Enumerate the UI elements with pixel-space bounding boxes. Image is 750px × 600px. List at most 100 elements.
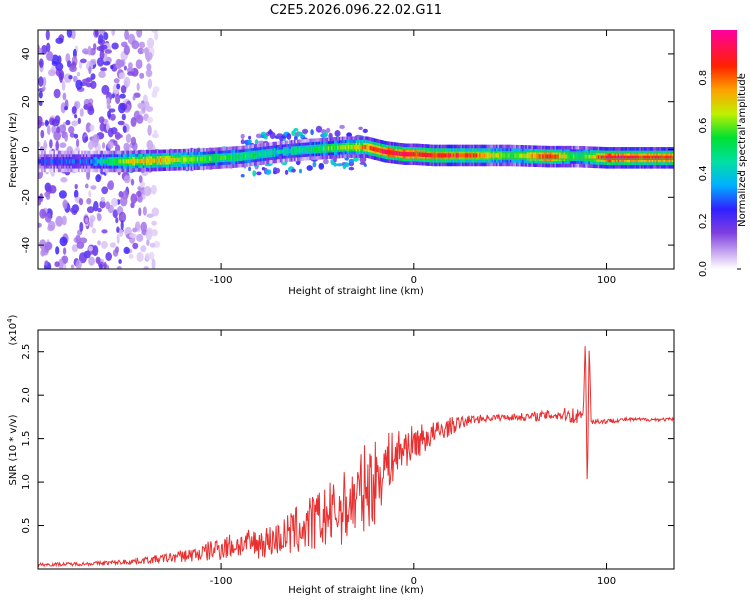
spectrogram-noise-blob: [118, 259, 122, 264]
spectrogram-noise-blob: [145, 229, 153, 241]
spectrogram-ridge-cell: [98, 159, 101, 164]
spectrogram-ridge-cell: [162, 158, 166, 163]
spectrogram-ridge-cell: [611, 155, 614, 160]
spectrogram-ridge-cell: [280, 149, 283, 154]
snr-frame: [37, 329, 675, 570]
spectrogram-halo-blob: [363, 163, 367, 167]
spectrogram-noise-blob: [135, 59, 143, 69]
spectrogram-ridge-cell: [68, 159, 71, 164]
spectrogram-ridge-cell: [170, 157, 173, 163]
spectrogram-ridge-cell: [603, 155, 606, 160]
spectrogram-noise-blob: [154, 31, 159, 41]
spectrogram-noise-blob: [78, 252, 87, 264]
spectrogram-noise-blob: [54, 115, 61, 124]
spectrogram-ridge-cell: [423, 152, 426, 157]
spectrogram-ridge-cell: [409, 152, 412, 157]
spectrogram-noise-blob: [97, 39, 106, 45]
spectrogram-noise-blob: [97, 207, 102, 213]
spectrogram-ridge-cell: [628, 155, 631, 160]
spectrogram-ridge-cell: [623, 155, 627, 160]
spectrogram-ridge-cell: [136, 158, 139, 164]
spectrogram-ridge-cell: [327, 146, 331, 151]
spectrogram-ridge-cell: [303, 147, 306, 152]
spectrogram-ridge-cell: [380, 148, 383, 153]
spectrogram-ridge-cell: [70, 159, 73, 164]
spectrogram-halo-blob: [312, 161, 317, 168]
spectrogram-ridge-cell: [204, 156, 207, 161]
spectrogram-ridge-cell: [236, 154, 240, 159]
spectrogram-ridge-cell: [403, 152, 406, 157]
spectrogram-noise-blob: [44, 241, 53, 251]
spectrogram-ridge-cell: [196, 157, 199, 162]
spectrogram-noise-blob: [132, 227, 138, 233]
spectrogram-ridge-cell: [366, 145, 369, 150]
spectrogram-ridge-cell: [150, 158, 153, 163]
spectrogram-ridge-cell: [75, 159, 78, 164]
spectrogram-ridge-cell: [395, 151, 398, 156]
spectrogram-ridge-cell: [383, 149, 386, 154]
spectrogram-ridge-cell: [361, 145, 364, 150]
snr-marks: [38, 346, 674, 568]
spectrogram-noise-blob: [78, 198, 84, 206]
spectrogram-halo-blob: [323, 158, 329, 165]
spectrogram-noise-blob: [139, 72, 145, 79]
spectrogram-ridge-cell: [307, 147, 310, 152]
spectrogram-ridge-cell: [241, 154, 244, 159]
spectrogram-ridge-cell: [306, 147, 309, 152]
spectrogram-noise-blob: [118, 102, 126, 114]
spectrogram-ridge-cell: [557, 154, 560, 159]
snr-y-multiplier-exp: 4: [6, 318, 14, 323]
spectrogram-noise-blob: [45, 120, 50, 125]
spectrogram-halo-blob: [348, 158, 355, 165]
spectrogram-noise-blob: [59, 72, 63, 84]
spectrogram-ridge-cell: [475, 153, 479, 158]
spectrogram-ridge-cell: [588, 155, 591, 160]
spectrogram-ridge-cell: [346, 145, 349, 150]
spectrogram-ridge-cell: [619, 155, 622, 160]
spectrogram-noise-blob: [62, 247, 67, 255]
spectrogram-ridge-cell: [323, 146, 326, 151]
spectrogram-noise-blob: [49, 139, 53, 149]
spectrogram-ridge-cell: [582, 154, 585, 159]
spectrogram-ridge-cell: [215, 156, 218, 161]
spectrogram-noise-blob: [136, 251, 144, 263]
spectrogram-ridge-cell: [442, 153, 445, 158]
spectrogram-ridge-cell: [73, 159, 76, 164]
spectrogram-ridge-cell: [540, 154, 543, 159]
spectrogram-ridge-cell: [642, 155, 645, 160]
spectrogram-ridge-cell: [62, 159, 65, 164]
spectrogram-halo-blob: [310, 129, 314, 136]
spectrogram-ridge-cell: [664, 155, 667, 160]
spectrogram-noise-blob: [77, 117, 82, 125]
spectrogram-noise-blob: [66, 30, 73, 38]
spectrogram-ridge-cell: [486, 153, 489, 158]
spectrogram-ridge-cell: [347, 145, 351, 150]
spectrogram-ridge-cell: [483, 153, 486, 158]
spectrogram-ridge-cell: [455, 153, 458, 158]
spectrogram-ridge-cell: [388, 150, 391, 155]
spectrogram-noise-blob: [100, 67, 108, 72]
spectrogram-noise-blob: [79, 108, 84, 117]
spectrogram-noise-blob: [138, 41, 146, 49]
snr-series-line: [38, 346, 674, 568]
spectrogram-noise-blob: [38, 222, 42, 228]
spectrogram-ridge-cell: [272, 150, 275, 155]
spectrogram-ridge-cell: [65, 159, 68, 164]
spectrogram-ridge-cell: [408, 152, 411, 157]
spectrogram-noise-blob: [115, 93, 121, 105]
spectrogram-ridge-cell: [130, 159, 133, 164]
spectrogram-noise-blob: [113, 78, 120, 84]
spectrogram-ridge-cell: [59, 159, 62, 164]
spectrogram-panel: -100 0 100 -40 -20 0 20 40 Height of straight l…: [8, 29, 675, 297]
spectrogram-ridge-cell: [84, 159, 87, 164]
spectrogram-noise-blob: [73, 133, 79, 139]
spectrogram-ridge-cell: [218, 155, 221, 161]
spectrogram-noise-blob: [151, 220, 157, 226]
spectrogram-halo-blob: [343, 162, 350, 168]
spectrogram-ridge-cell: [88, 159, 92, 164]
spectrogram-ridge-cell: [374, 147, 377, 152]
spectrogram-ridge-cell: [246, 153, 249, 159]
spectrogram-ridge-cell: [440, 153, 443, 158]
spectrogram-noise-blob: [93, 200, 99, 212]
spectrogram-noise-blob: [98, 116, 105, 124]
